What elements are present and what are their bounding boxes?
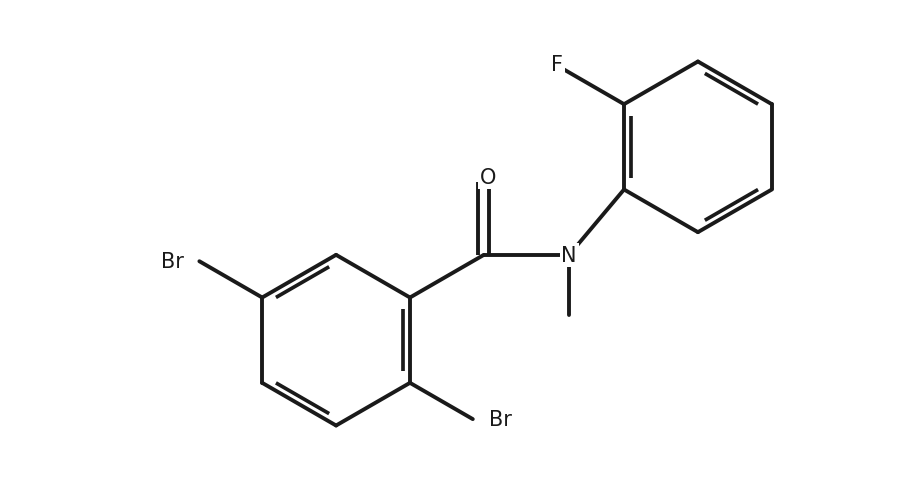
Text: Br: Br <box>161 252 183 272</box>
Text: Br: Br <box>488 409 511 429</box>
Text: O: O <box>480 168 495 188</box>
Text: F: F <box>550 55 562 75</box>
Text: N: N <box>561 245 576 265</box>
